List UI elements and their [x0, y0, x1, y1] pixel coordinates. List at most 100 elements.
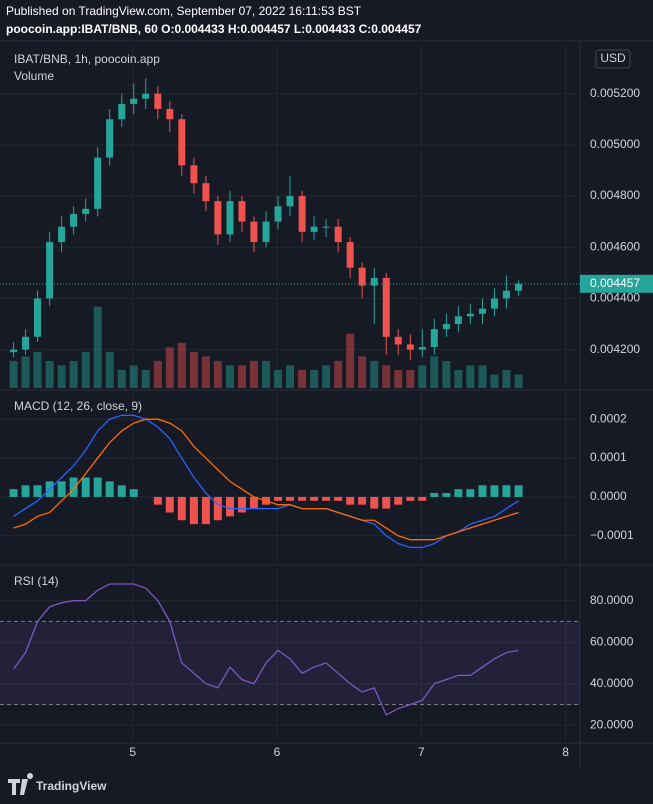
y-tick-label: 0.004200 — [590, 342, 640, 356]
histogram-bar — [69, 477, 78, 497]
candle-body — [418, 347, 426, 350]
y-tick-label: 80.0000 — [590, 593, 634, 607]
candle-body — [46, 242, 54, 299]
histogram-bar — [358, 496, 367, 505]
volume-bar — [141, 369, 150, 388]
histogram-bar — [322, 496, 331, 501]
y-tick-label: 0.004400 — [590, 291, 640, 305]
y-tick-label: 0.0000 — [590, 489, 627, 503]
volume-label: Volume — [14, 69, 54, 83]
volume-bar — [153, 360, 162, 388]
histogram-bar — [225, 496, 234, 517]
histogram-bar — [370, 496, 379, 509]
histogram-bar — [93, 477, 102, 497]
volume-bar — [490, 374, 499, 388]
volume-bar — [514, 374, 523, 388]
volume-bar — [310, 369, 319, 388]
histogram-bar — [466, 489, 475, 497]
histogram-bar — [189, 496, 198, 525]
volume-bar — [237, 365, 246, 388]
volume-bar — [105, 351, 114, 388]
candle-body — [166, 108, 174, 120]
candle-body — [190, 165, 198, 184]
y-tick-label: 40.0000 — [590, 676, 634, 690]
histogram-bar — [406, 496, 415, 501]
volume-bar — [430, 356, 439, 388]
volume-bar — [382, 365, 391, 388]
macd-line — [13, 414, 519, 549]
volume-bar — [93, 306, 102, 388]
candle-body — [58, 226, 66, 243]
y-tick-label: 0.0001 — [590, 450, 627, 464]
histogram-bar — [117, 485, 126, 497]
candle-body — [430, 329, 438, 348]
histogram-bar — [237, 496, 246, 513]
y-tick-label: 20.0000 — [590, 717, 634, 731]
candle-body — [370, 277, 378, 286]
x-tick-label: 8 — [562, 745, 569, 759]
histogram-bar — [502, 485, 511, 497]
candle-body — [118, 103, 126, 120]
candle-body — [358, 267, 366, 286]
volume-bar — [418, 365, 427, 388]
histogram-bar — [249, 496, 258, 509]
histogram-bar — [382, 496, 391, 509]
histogram-bar — [21, 485, 30, 497]
volume-bar — [466, 365, 475, 388]
volume-bar — [286, 365, 294, 388]
currency[interactable]: USD — [600, 51, 626, 65]
volume-bar — [213, 360, 222, 388]
candle-body — [10, 349, 18, 353]
candle-body — [274, 206, 282, 222]
candle-body — [106, 119, 114, 158]
histogram-bar — [213, 496, 222, 521]
y-tick-label: 60.0000 — [590, 634, 634, 648]
candle-body — [82, 208, 90, 214]
volume-bar — [69, 360, 78, 388]
histogram-bar — [33, 485, 42, 497]
volume-bar — [274, 369, 283, 388]
candle-body — [94, 157, 102, 209]
currency-box[interactable] — [595, 49, 631, 69]
volume-bar — [57, 365, 66, 388]
candle-body — [406, 344, 414, 350]
histogram-bar — [394, 496, 403, 505]
candle-body — [250, 221, 258, 243]
candle-body — [334, 226, 342, 243]
histogram-bar — [57, 481, 66, 497]
last-price-box — [580, 274, 653, 293]
histogram-bar — [442, 493, 451, 497]
volume-bar — [81, 351, 90, 388]
candle-body — [478, 308, 486, 314]
histogram-bar — [334, 496, 343, 501]
histogram-bar — [177, 496, 186, 521]
y-tick-label: 0.004800 — [590, 188, 640, 202]
volume-bar — [129, 365, 138, 388]
brand: TradingView — [8, 773, 107, 795]
volume-bar — [502, 369, 511, 388]
histogram-bar — [298, 496, 307, 501]
candle-body — [226, 201, 234, 235]
volume-bar — [249, 360, 258, 388]
candle-body — [490, 298, 498, 309]
candle-body — [286, 196, 294, 207]
volume-bar — [201, 356, 210, 388]
candle-body — [202, 183, 210, 202]
volume-bar — [45, 360, 54, 388]
candle-body — [238, 201, 246, 222]
candle-body — [154, 93, 162, 109]
histogram-bar — [346, 496, 355, 505]
volume-bar — [9, 360, 18, 388]
symbol-line: poocoin.app:IBAT/BNB, 60 O:0.004433 H:0.… — [6, 22, 422, 36]
volume-bar — [478, 365, 487, 388]
candle-body — [346, 242, 354, 268]
published-line: Published on TradingView.com, September … — [6, 4, 362, 18]
histogram-bar — [490, 485, 499, 497]
candle-body — [22, 336, 30, 350]
y-tick-label: 0.004600 — [590, 239, 640, 253]
volume-bar — [298, 369, 307, 388]
candle-body — [502, 290, 510, 299]
histogram-bar — [310, 496, 319, 501]
y-tick-label: 0.0002 — [590, 411, 627, 425]
volume-bar — [358, 356, 367, 388]
